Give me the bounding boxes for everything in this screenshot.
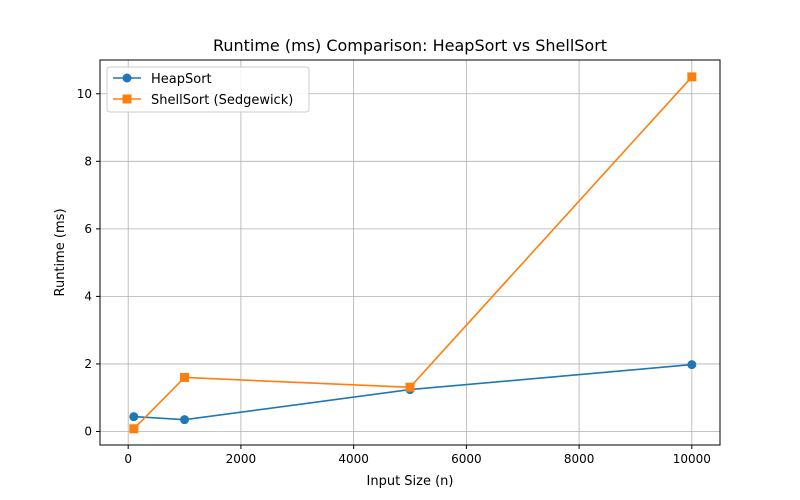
y-axis-label: Runtime (ms): [53, 208, 68, 296]
x-tick-label: 8000: [564, 452, 595, 466]
plot-frame: [99, 59, 721, 446]
legend-entry: HeapSort: [113, 72, 212, 87]
legend-box: [106, 66, 310, 113]
y-tick-label: 2: [84, 357, 92, 371]
data-point: [129, 412, 139, 422]
data-point: [180, 372, 190, 382]
legend: HeapSort ShellSort (Sedgewick): [106, 66, 310, 113]
x-axis-label: Input Size (n): [367, 474, 454, 489]
chart-title: Runtime (ms) Comparison: HeapSort vs She…: [213, 36, 607, 55]
legend-entry: ShellSort (Sedgewick): [113, 93, 293, 108]
series-shellsort-sedgewick: [129, 72, 697, 434]
legend-marker: [122, 73, 132, 83]
x-tick-label: 4000: [338, 452, 369, 466]
legend-label: ShellSort (Sedgewick): [151, 93, 293, 108]
series-line: [133, 363, 692, 421]
x-tick-label: 6000: [451, 452, 482, 466]
x-tick-label: 0: [124, 452, 132, 466]
y-axis: 0 2 4 6 8 10: [77, 87, 100, 438]
legend-label: HeapSort: [151, 72, 212, 87]
data-point: [687, 360, 697, 370]
x-axis: 0 2000 4000 6000 8000 10000: [124, 445, 711, 466]
data-point: [687, 72, 697, 82]
y-tick-label: 0: [84, 424, 92, 438]
data-point: [405, 382, 415, 392]
x-tick-label: 10000: [673, 452, 711, 466]
data-point: [180, 415, 190, 425]
series-line: [133, 76, 693, 430]
x-tick-label: 2000: [226, 452, 257, 466]
legend-marker: [122, 94, 132, 104]
y-tick-label: 8: [84, 154, 92, 168]
y-tick-label: 10: [77, 87, 92, 101]
y-tick-label: 4: [84, 289, 92, 303]
data-point: [129, 424, 139, 434]
series-heapsort: [129, 360, 697, 425]
series-layer: [129, 72, 697, 434]
y-tick-label: 6: [84, 222, 92, 236]
